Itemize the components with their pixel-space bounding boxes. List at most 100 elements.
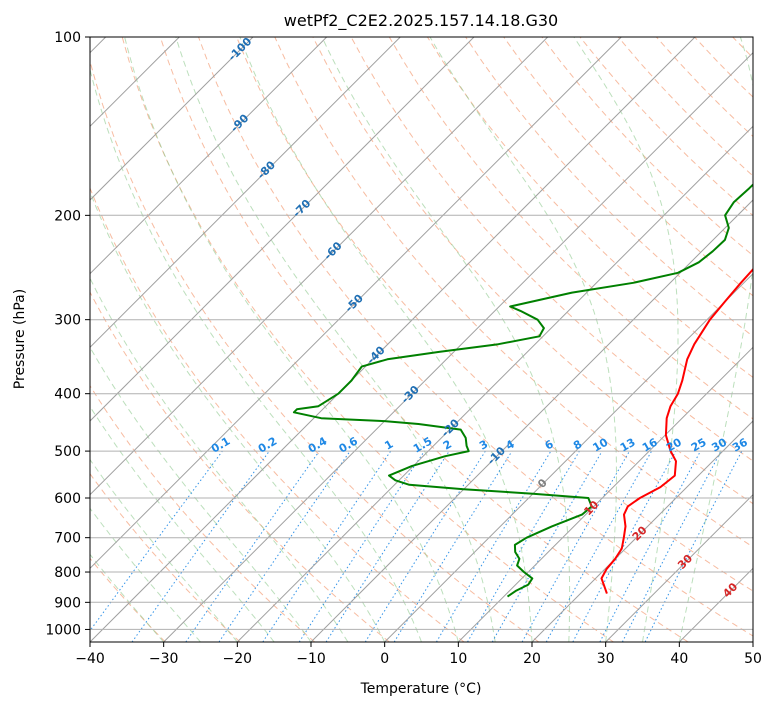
x-axis-label: Temperature (°C)	[360, 681, 482, 697]
isotherm-line	[531, 420, 753, 642]
x-tick-label: 20	[523, 651, 541, 667]
mixing-ratio-line	[644, 450, 743, 642]
moist-adiabat-line	[90, 405, 275, 642]
profile-series	[292, 183, 753, 598]
isotherm-line	[90, 37, 622, 570]
dry-adiabat-line	[426, 37, 753, 378]
dry-adiabat-line	[656, 37, 753, 138]
y-tick-label: 700	[54, 531, 81, 547]
isotherm-line	[678, 567, 753, 642]
y-axis-label: Pressure (hPa)	[12, 289, 28, 389]
moist-adiabat-line	[90, 346, 312, 642]
dry-adiabat-line	[388, 37, 753, 420]
dry-adiabat-line	[465, 37, 753, 338]
mixing-ratio-line	[90, 450, 223, 632]
x-axis-ticks: −40 −30 −20 −10 0 10 20 30 40 50	[75, 642, 762, 667]
moist-adiabat-line	[90, 507, 201, 642]
mixing-ratio-line	[325, 450, 450, 642]
x-tick-label: −20	[223, 651, 253, 667]
isotherm-line	[90, 37, 254, 201]
dry-adiabat-line	[236, 37, 753, 592]
y-axis-ticks: 100 200 300 400 500 600 700 800 900 1000	[45, 30, 90, 638]
mixing-ratio-line	[393, 450, 513, 642]
dry-adiabat-line	[274, 37, 753, 548]
mixing-ratio-line	[545, 450, 653, 642]
isotherm-line	[90, 37, 401, 349]
x-tick-label: −40	[75, 651, 105, 667]
x-tick-label: −30	[149, 651, 179, 667]
chart-title: wetPf2_C2E2.2025.157.14.18.G30	[284, 11, 558, 31]
pressure-grid	[90, 36, 753, 630]
y-tick-label: 100	[54, 30, 81, 46]
mixing-ratio-line	[131, 450, 270, 642]
mixing-ratio-line	[185, 450, 320, 642]
x-tick-label: −10	[296, 651, 326, 667]
mixing-ratio-label: 13	[618, 436, 638, 455]
mixing-ratio-label: 4	[504, 437, 517, 452]
dry-adiabat-line	[90, 186, 465, 642]
isotherm-line	[90, 37, 549, 496]
moist-adiabat-line	[429, 37, 617, 642]
moist-adiabat-line	[90, 458, 238, 642]
dry-adiabat-line	[503, 37, 753, 297]
x-tick-label: 0	[380, 651, 389, 667]
profile-line	[600, 267, 753, 594]
mixing-ratio-line	[364, 450, 486, 642]
dry-adiabat-line	[90, 59, 540, 642]
moist-adiabat-line	[239, 37, 533, 642]
isotherm-line	[457, 346, 753, 642]
y-tick-label: 500	[54, 444, 81, 460]
mixing-ratio-line	[298, 450, 425, 642]
isotherm-line	[163, 51, 753, 642]
isotherm-line	[90, 37, 475, 422]
dry-adiabat-line	[159, 37, 689, 642]
isotherm-line	[752, 641, 753, 642]
mixing-ratio-line	[521, 450, 630, 642]
dry-adiabat-line	[541, 37, 753, 257]
mixing-ratio-label: 1	[382, 438, 395, 453]
y-tick-label: 300	[54, 313, 81, 329]
mixing-ratio-label: 25	[689, 436, 709, 455]
mixing-ratio-line	[621, 450, 722, 642]
y-tick-label: 1000	[45, 622, 81, 638]
dry-adiabat-line	[350, 37, 753, 462]
dry-adiabat-line	[90, 384, 316, 642]
mixing-ratio-label: 16	[640, 435, 660, 454]
dry-adiabat-line	[90, 472, 241, 642]
moist-adiabat-line	[175, 37, 496, 642]
mixing-ratio-line	[218, 450, 351, 642]
moist-adiabat-line	[124, 37, 459, 642]
mixing-ratio-label: 0.1	[209, 435, 232, 456]
moist-adiabat-line	[321, 37, 571, 642]
y-tick-label: 400	[54, 387, 81, 403]
moist-adiabat-line	[90, 277, 349, 642]
isotherm-line	[236, 125, 753, 642]
dry-adiabat-line	[771, 37, 775, 642]
moist-adiabat-line	[573, 37, 679, 642]
dry-adiabat-line	[90, 291, 390, 642]
mixing-ratio-label: 0.4	[306, 434, 330, 455]
x-tick-label: 40	[670, 651, 688, 667]
profile-line	[292, 183, 753, 598]
dry-adiabat-line	[694, 37, 753, 98]
moist-adiabat-line	[90, 553, 165, 642]
moist-adiabat-line	[678, 37, 753, 642]
isotherm-line	[384, 272, 753, 642]
isotherm-line	[605, 493, 753, 642]
plot-frame	[89, 36, 754, 643]
isotherm-line	[90, 37, 696, 642]
mixing-ratio-label: 36	[730, 435, 750, 454]
mixing-ratio-label: 10	[590, 435, 610, 454]
mixing-ratio-line	[599, 450, 701, 642]
x-tick-label: 10	[449, 651, 467, 667]
moist-adiabat-line	[90, 190, 386, 642]
dry-adiabat-line	[312, 37, 753, 505]
mixing-ratio-label: 1.5	[411, 435, 434, 456]
y-tick-label: 600	[54, 491, 81, 507]
moist-adiabat-line	[90, 67, 422, 642]
mixing-ratio-line	[262, 450, 392, 642]
x-tick-label: 30	[597, 651, 615, 667]
mixing-ratio-label: 0.2	[256, 435, 279, 456]
dry-adiabat-line	[121, 37, 614, 642]
